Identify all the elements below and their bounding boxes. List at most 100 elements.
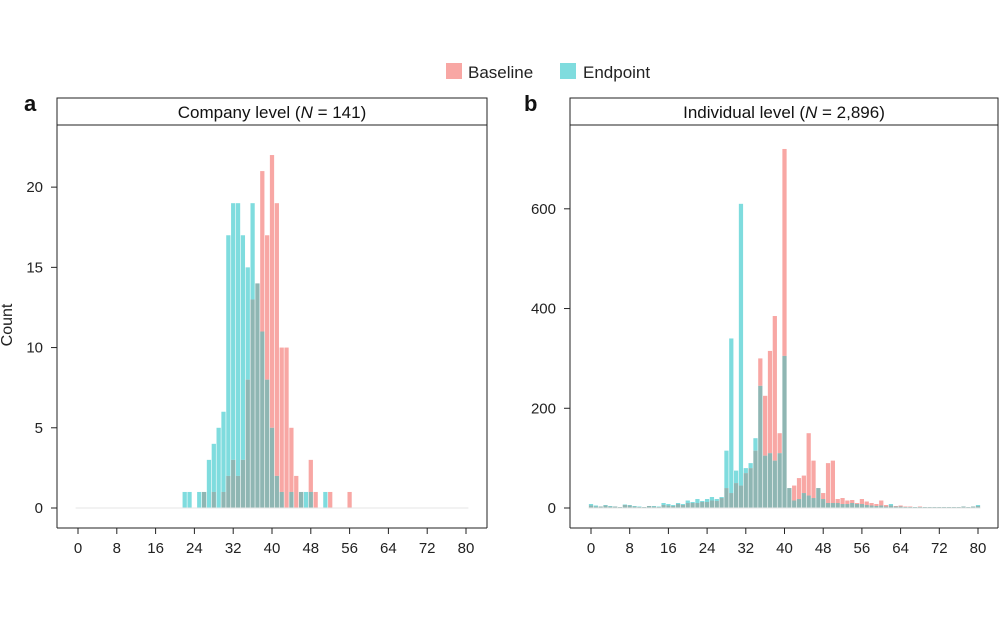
panel-b-bar-overlap-27: [719, 498, 724, 508]
panel-a-x-tick-label-56: 56: [341, 540, 358, 557]
panel-b-bar-baseline-60: [879, 500, 884, 506]
panel-a-bar-endpoint-23: [187, 491, 192, 508]
panel-a-bar-overlap-48: [308, 491, 313, 508]
panel-a-strip: [56, 97, 488, 126]
panel-a-bar-overlap-42: [279, 491, 284, 508]
panel-a-y-tick-label-5: 5: [35, 420, 43, 437]
panel-b-bar-overlap-46: [811, 498, 816, 508]
panel-a-bar-endpoint-28: [211, 443, 216, 492]
panel-b-bar-endpoint-1: [593, 505, 598, 507]
panel-b-bar-baseline-51: [835, 499, 840, 504]
panel-b-bar-overlap-0: [588, 505, 594, 508]
panel-b-x-tick-label-32: 32: [737, 540, 754, 557]
panel-b-bar-overlap-28: [724, 488, 729, 508]
panel-a-x-tick-label-0: 0: [74, 540, 82, 557]
panel-b-bar-overlap-19: [680, 505, 686, 508]
panel-b-bar-baseline-57: [864, 501, 869, 506]
panel-b-bar-baseline-44: [801, 475, 806, 494]
panel-a-x-tick-label-32: 32: [225, 540, 242, 557]
panel-b-x-tick-label-80: 80: [970, 540, 987, 557]
panel-a-plot-area: 0 8 16 24 32 40 48 56 64 72 80 0 5 10 15 20: [26, 125, 488, 557]
panel-b-bar-overlap-53: [845, 504, 850, 508]
panel-b-bar-endpoint-19: [680, 504, 686, 506]
panel-a-x-tick-label-72: 72: [419, 540, 436, 557]
panel-b-bar-baseline-39: [777, 433, 782, 454]
panel-a-bar-overlap-32: [231, 459, 236, 508]
panel-a-bar-endpoint-33: [235, 203, 241, 476]
panel-b-x-tick-label-48: 48: [815, 540, 832, 557]
panel-b-bar-overlap-26: [714, 501, 719, 508]
panel-b-bar-overlap-42: [792, 500, 797, 508]
panel-b-bar-endpoint-26: [714, 499, 719, 502]
panel-a-bar-overlap-28: [211, 491, 216, 508]
panel-b-x-tick-label-64: 64: [892, 540, 909, 557]
panel-a-bar-overlap-44: [289, 491, 294, 508]
panel-a-bar-overlap-46: [298, 491, 304, 508]
panel-a-bar-endpoint-51: [323, 491, 328, 508]
panel-b-y-tick-label-600: 600: [531, 201, 556, 218]
panel-a-bar-overlap-38: [260, 331, 265, 508]
panel-b-plot-area: 0 8 16 24 32 40 48 56 64 72 80 0 200 400 600: [531, 125, 999, 557]
panel-b-bar-baseline-37: [767, 350, 773, 454]
panel-b-bar-endpoint-15: [661, 503, 666, 506]
panel-a-bar-endpoint-27: [206, 459, 212, 508]
panel-b-bar-overlap-2: [598, 506, 603, 508]
panel-b-title: Individual level (N = 2,896): [683, 103, 885, 122]
panel-b-bar-overlap-34: [753, 450, 758, 508]
panel-b-bar-endpoint-17: [671, 505, 676, 507]
panel-b-bar-overlap-79: [971, 506, 976, 508]
panel-a-bar-baseline-45: [294, 475, 299, 508]
panel-b-bar-baseline-46: [811, 460, 816, 499]
panel-b-bar-endpoint-28: [724, 450, 729, 489]
panel-b-bar-overlap-55: [854, 504, 860, 508]
panel-b-bar-baseline-45: [806, 433, 811, 496]
panel-b-bar-endpoint-18: [675, 503, 681, 505]
panel-b-bar-overlap-60: [879, 505, 884, 508]
panel-a-bar-endpoint-34: [240, 235, 246, 460]
panel-b-bar-overlap-5: [613, 506, 618, 508]
panel-b-bar-overlap-48: [821, 499, 826, 508]
panel-a-x-tick-label-64: 64: [380, 540, 397, 557]
panel-b-x-tick-label-24: 24: [699, 540, 716, 557]
panel-b-bar-overlap-63: [893, 506, 898, 508]
panel-b-bar-endpoint-25: [709, 497, 715, 501]
panel-b-bar-overlap-33: [748, 468, 753, 508]
panel-b-y-tick-label-400: 400: [531, 301, 556, 318]
panel-a-y-tick-label-0: 0: [35, 500, 43, 517]
panel-a-bar-baseline-43: [284, 347, 289, 508]
legend-label-endpoint: Endpoint: [583, 63, 650, 82]
panel-b-bar-overlap-56: [859, 504, 865, 508]
panel-a-title: Company level (N = 141): [178, 103, 367, 122]
legend-swatch-baseline: [446, 63, 462, 79]
panel-b-bar-overlap-13: [651, 506, 657, 508]
panel-b-bar-overlap-23: [700, 502, 705, 508]
panel-b-bar-overlap-47: [816, 488, 821, 508]
panel-b-bar-overlap-35: [758, 385, 763, 508]
panel-b-bar-overlap-4: [608, 506, 613, 508]
panel-b-bar-baseline-55: [854, 503, 860, 505]
panel-b-bar-overlap-1: [593, 506, 598, 508]
panel-b-bar-baseline-53: [845, 500, 850, 505]
panel-b-y-tick-label-0: 0: [548, 500, 556, 517]
panel-b-bar-overlap-49: [825, 503, 831, 508]
panel-b-bar-overlap-32: [743, 473, 748, 508]
panel-b-bar-overlap-9: [632, 506, 637, 508]
panel-a-bar-endpoint-25: [197, 491, 202, 508]
panel-b-bar-overlap-57: [864, 505, 869, 508]
panel-b-bar-overlap-44: [801, 493, 806, 508]
panel-b-strip: [569, 97, 999, 126]
panel-b-bar-endpoint-21: [690, 502, 695, 504]
panel-b-bar-baseline-36: [763, 395, 768, 456]
panel-a-bar-endpoint-30: [221, 411, 226, 492]
panel-a-x-tick-label-16: 16: [147, 540, 164, 557]
panel-b-bar-overlap-37: [767, 453, 773, 508]
panel-b-bar-overlap-51: [835, 503, 840, 508]
panel-b-bar-endpoint-29: [729, 338, 734, 494]
panel-b-y-tick-label-200: 200: [531, 400, 556, 417]
panel-b-bar-baseline-64: [898, 505, 903, 507]
panel-a-bar-overlap-36: [250, 299, 255, 508]
panel-a-bar-overlap-30: [221, 491, 226, 508]
panel-b-bar-baseline-38: [772, 316, 777, 461]
panel-b-bar-overlap-38: [772, 460, 777, 508]
